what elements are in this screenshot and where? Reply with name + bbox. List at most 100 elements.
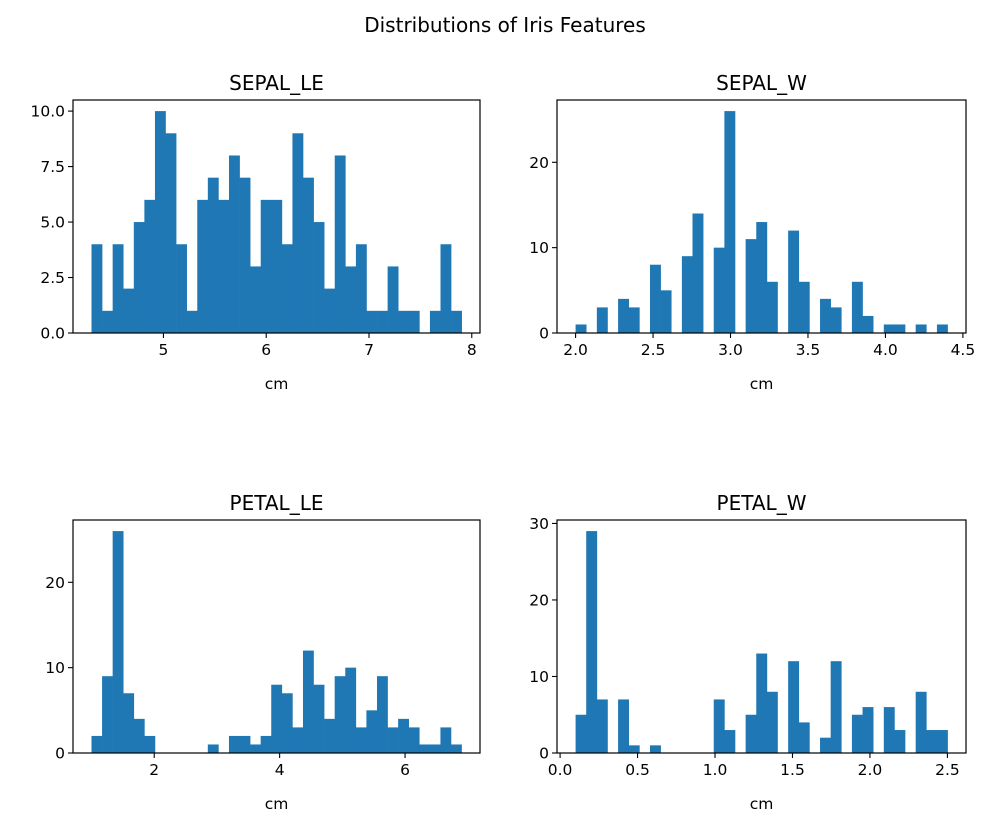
histogram-bar (936, 324, 948, 333)
histogram-bar (239, 177, 251, 333)
histogram-bar (692, 213, 704, 333)
histogram-bar (366, 710, 378, 753)
histogram-bar (112, 244, 124, 333)
histogram-bar (334, 155, 346, 333)
histogram-bar (377, 310, 388, 333)
histogram-bar (292, 727, 304, 753)
histogram-bar (936, 730, 948, 753)
x-tick-label: 2.5 (935, 761, 960, 779)
x-axis-label: cm (750, 375, 774, 393)
histogram-bar (144, 735, 156, 753)
histogram-bar (766, 281, 778, 333)
histogram-bar (408, 727, 420, 753)
histogram-bar (660, 290, 672, 333)
histogram-bar (239, 735, 251, 753)
subplot-title: PETAL_LE (230, 491, 324, 515)
x-tick-label: 6 (400, 761, 410, 779)
histogram-bar (355, 244, 367, 333)
histogram-bar (894, 324, 906, 333)
histogram-bar (313, 684, 325, 753)
axes-frame (556, 99, 967, 334)
histogram-bar (926, 730, 938, 753)
histogram-bar (429, 310, 441, 333)
histogram-bar (250, 744, 261, 753)
histogram-bar (334, 676, 346, 753)
histogram-bar (883, 324, 895, 333)
histogram-bar (618, 699, 630, 753)
histogram-bar (292, 133, 304, 333)
histogram-bar (228, 735, 240, 753)
histogram-bar (798, 281, 810, 333)
figure-title: Distributions of Iris Features (364, 13, 646, 37)
histogram-bar (102, 310, 113, 333)
x-tick-label: 7 (364, 341, 374, 359)
histogram-bar (176, 244, 187, 333)
histogram-bar (133, 222, 145, 333)
histogram-bar (745, 714, 757, 753)
histogram-bar (681, 256, 693, 333)
y-tick-label: 0 (539, 745, 549, 763)
histogram-bar (250, 266, 262, 333)
x-tick-label: 2.5 (641, 341, 666, 359)
histogram-bar (756, 653, 768, 753)
subplot-petal-w: 0.0 0.5 1.0 1.5 2.0 2.5 0 10 20 30 PETAL_Wcm (529, 491, 967, 813)
x-tick-label: 3.0 (718, 341, 743, 359)
histogram-bar (186, 310, 198, 333)
histogram-bar (207, 744, 219, 753)
y-tick-label: 10 (529, 668, 549, 686)
histogram-bar (724, 730, 736, 753)
y-tick-label: 2.5 (40, 269, 65, 287)
histogram-bar (575, 324, 587, 333)
y-tick-label: 20 (529, 154, 549, 172)
histogram-bar (144, 199, 156, 333)
histogram-bar (649, 745, 661, 753)
x-axis-label: cm (750, 795, 774, 813)
histogram-bar (154, 111, 166, 333)
histogram-bar (745, 239, 757, 333)
histogram-bar (862, 315, 874, 333)
histogram-bar (851, 714, 863, 753)
histogram-bar (102, 676, 113, 753)
histogram-bar (575, 714, 587, 753)
histogram-bar (271, 199, 283, 333)
subplot-title: PETAL_W (717, 491, 807, 515)
histogram-bar (915, 324, 927, 333)
histogram-bar (894, 730, 906, 753)
x-axis-label: cm (265, 375, 289, 393)
histogram-bar (197, 199, 209, 333)
x-tick-label: 4.5 (951, 341, 976, 359)
histogram-bar (440, 727, 452, 753)
histogram-bar (387, 727, 399, 753)
histogram-bar (260, 199, 272, 333)
histogram-bar (788, 230, 800, 333)
histogram-bar (724, 111, 736, 333)
histogram-bar (355, 727, 367, 753)
x-tick-label: 1.5 (780, 761, 805, 779)
histogram-bar (862, 707, 874, 753)
histogram-bar (260, 735, 272, 753)
histogram-bar (649, 264, 661, 333)
y-tick-label: 10 (45, 659, 65, 677)
histogram-bar (451, 310, 462, 333)
histogram-bar (366, 310, 378, 333)
histogram-bar (313, 222, 325, 333)
histogram-bar (376, 676, 388, 753)
x-tick-label: 4.0 (873, 341, 898, 359)
y-tick-label: 0.0 (40, 325, 65, 343)
histogram-bar (302, 650, 314, 753)
histogram-bar (398, 310, 410, 333)
axes-frame (556, 519, 967, 754)
histogram-bar (756, 222, 768, 333)
histogram-bar (883, 707, 895, 753)
histogram-bar (218, 199, 230, 333)
histogram-bar (851, 281, 863, 333)
histogram-bar (345, 667, 357, 753)
histogram-bar (207, 177, 219, 333)
x-tick-label: 2.0 (858, 761, 883, 779)
histogram-bar (165, 133, 177, 333)
x-tick-label: 3.5 (796, 341, 821, 359)
